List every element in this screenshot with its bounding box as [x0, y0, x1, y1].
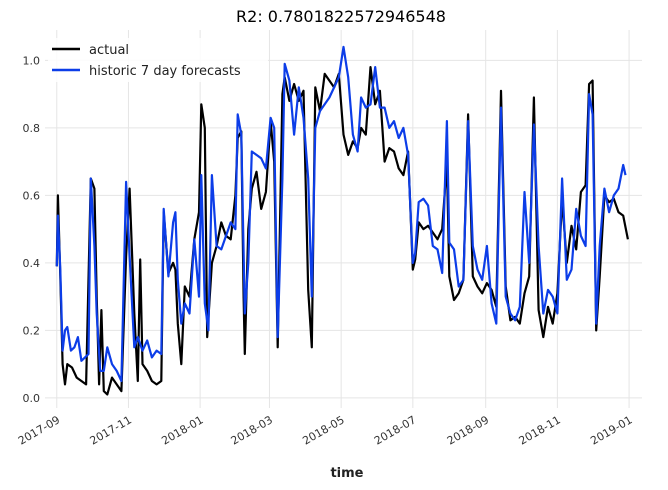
x-tick-label: 2018-11: [517, 413, 563, 447]
x-tick-label: 2018-05: [300, 413, 346, 447]
x-tick-labels: 2017-09 2017-11 2018-01 2018-03 2018-05 2018-…: [16, 413, 635, 447]
legend-label: historic 7 day forecasts: [89, 64, 241, 79]
y-tick-label: 0.4: [23, 257, 41, 270]
x-tick-label: 2017-11: [88, 413, 134, 447]
x-tick-label: 2019-01: [588, 413, 634, 447]
y-tick-label: 0.0: [23, 392, 41, 405]
legend-label: actual: [89, 43, 129, 58]
y-tick-label: 0.6: [23, 189, 41, 202]
chart-title: R2: 0.7801822572946548: [236, 7, 446, 26]
legend-box: [48, 38, 268, 82]
series-line-actual: [55, 66, 629, 396]
x-axis-label: time: [330, 466, 363, 481]
series-line-forecast: [55, 45, 627, 383]
series-lines: [55, 45, 629, 396]
x-tick-label: 2018-07: [372, 413, 418, 447]
grid: [45, 30, 642, 408]
x-tick-label: 2018-03: [229, 413, 275, 447]
y-tick-label: 0.8: [23, 122, 41, 135]
x-tick-label: 2017-09: [16, 413, 62, 447]
y-tick-label: 1.0: [23, 54, 41, 67]
y-tick-labels: 0.0 0.2 0.4 0.6 0.8 1.0: [23, 54, 41, 405]
y-tick-label: 0.2: [23, 324, 41, 337]
x-tick-label: 2018-01: [159, 413, 205, 447]
legend: actual historic 7 day forecasts: [48, 38, 268, 82]
x-tick-label: 2018-09: [445, 413, 491, 447]
